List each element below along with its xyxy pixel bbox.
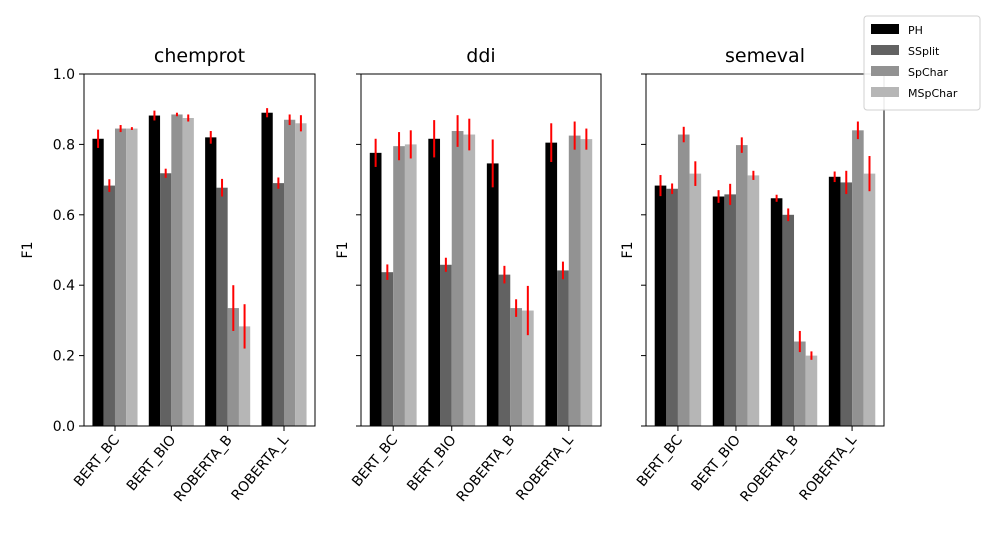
bar-semeval-BERT_BC-MSpChar xyxy=(689,173,702,426)
axes-frame-chemprot xyxy=(83,73,316,427)
ylabel-semeval: F1 xyxy=(620,242,636,259)
bar-ddi-BERT_BC-SpChar xyxy=(393,146,405,426)
bar-chemprot-BERT_BC-SSplit xyxy=(103,185,115,426)
bar-ddi-ROBERTA_L-SSplit xyxy=(557,270,569,426)
panel-title-chemprot: chemprot xyxy=(154,45,245,67)
bar-chemprot-ROBERTA_L-SSplit xyxy=(272,183,285,426)
bar-ddi-ROBERTA_L-PH xyxy=(545,142,558,426)
bar-semeval-ROBERTA_L-PH xyxy=(828,176,841,426)
x-tick-label-chemprot-ROBERTA_L: ROBERTA_L xyxy=(229,432,293,504)
bar-chemprot-BERT_BC-MSpChar xyxy=(126,128,138,426)
bar-semeval-ROBERTA_B-PH xyxy=(770,198,783,426)
bar-ddi-BERT_BC-PH xyxy=(369,152,382,426)
bar-semeval-ROBERTA_B-MSpChar xyxy=(805,355,818,426)
bar-semeval-BERT_BIO-SpChar xyxy=(735,145,748,426)
bar-semeval-ROBERTA_L-SSplit xyxy=(840,182,853,426)
y-tick-label-0: 0.0 xyxy=(53,419,75,435)
axes-frame-semeval xyxy=(645,73,885,427)
bar-ddi-BERT_BC-MSpChar xyxy=(404,144,417,426)
bar-semeval-ROBERTA_B-SSplit xyxy=(782,214,795,426)
bar-chemprot-BERT_BIO-SpChar xyxy=(171,114,183,426)
legend-label-SpChar: SpChar xyxy=(908,66,948,79)
legend-swatch-PH xyxy=(871,24,899,34)
bar-ddi-BERT_BC-SSplit xyxy=(381,272,394,426)
y-tick-label-3: 0.6 xyxy=(53,208,75,224)
x-tick-label-semeval-ROBERTA_L: ROBERTA_L xyxy=(797,432,861,504)
bar-semeval-BERT_BC-SSplit xyxy=(666,188,678,426)
x-tick-label-ddi-ROBERTA_L: ROBERTA_L xyxy=(513,432,577,504)
bar-chemprot-ROBERTA_B-MSpChar xyxy=(238,326,251,426)
y-tick-label-5: 1.0 xyxy=(53,67,75,83)
legend-label-SSplit: SSplit xyxy=(908,45,940,58)
bar-chemprot-BERT_BC-PH xyxy=(92,138,104,426)
bar-ddi-ROBERTA_B-PH xyxy=(486,163,499,426)
bar-ddi-ROBERTA_L-MSpChar xyxy=(580,139,593,426)
panel-title-semeval: semeval xyxy=(725,45,805,67)
bar-ddi-BERT_BIO-SSplit xyxy=(440,264,452,426)
bar-ddi-ROBERTA_B-SSplit xyxy=(498,274,511,426)
x-tick-label-ddi-BERT_BC: BERT_BC xyxy=(349,432,401,490)
bar-semeval-BERT_BIO-PH xyxy=(712,196,725,426)
legend-swatch-MSpChar xyxy=(871,87,899,97)
x-tick-label-ddi-ROBERTA_B: ROBERTA_B xyxy=(454,432,519,505)
bar-chemprot-ROBERTA_B-PH xyxy=(205,137,217,427)
bar-chemprot-BERT_BIO-MSpChar xyxy=(182,118,194,426)
x-tick-label-ddi-BERT_BIO: BERT_BIO xyxy=(404,432,460,494)
legend-label-PH: PH xyxy=(908,24,923,37)
y-tick-label-1: 0.2 xyxy=(53,349,75,365)
bar-ddi-BERT_BIO-PH xyxy=(428,138,441,426)
bar-semeval-ROBERTA_L-SpChar xyxy=(852,130,864,426)
y-tick-label-4: 0.8 xyxy=(53,137,75,153)
x-tick-label-chemprot-BERT_BIO: BERT_BIO xyxy=(124,432,180,494)
bar-chemprot-ROBERTA_L-SpChar xyxy=(284,119,296,426)
bar-semeval-ROBERTA_L-MSpChar xyxy=(863,173,876,426)
bar-semeval-BERT_BC-PH xyxy=(654,185,667,426)
bar-ddi-ROBERTA_L-SpChar xyxy=(568,135,581,426)
y-tick-label-2: 0.4 xyxy=(53,278,75,294)
bar-semeval-ROBERTA_B-SpChar xyxy=(794,341,806,426)
bar-semeval-BERT_BIO-MSpChar xyxy=(747,175,760,426)
ylabel-ddi: F1 xyxy=(335,242,351,259)
bar-ddi-BERT_BIO-SpChar xyxy=(451,131,464,426)
legend-swatch-SpChar xyxy=(871,66,899,76)
x-tick-label-semeval-ROBERTA_B: ROBERTA_B xyxy=(737,432,802,505)
legend-label-MSpChar: MSpChar xyxy=(908,87,958,100)
bar-chemprot-ROBERTA_L-MSpChar xyxy=(295,123,307,426)
ylabel-chemprot: F1 xyxy=(20,242,36,259)
bar-semeval-BERT_BC-SpChar xyxy=(677,134,690,427)
bar-chemprot-BERT_BC-SpChar xyxy=(114,128,127,426)
legend: PH SSplit SpChar MSpChar xyxy=(863,15,981,111)
bar-semeval-BERT_BIO-SSplit xyxy=(724,194,736,426)
legend-swatch-SSplit xyxy=(871,45,899,55)
x-tick-label-chemprot-ROBERTA_B: ROBERTA_B xyxy=(171,432,236,505)
bar-chemprot-BERT_BIO-PH xyxy=(148,115,161,426)
bar-chemprot-BERT_BIO-SSplit xyxy=(160,173,172,426)
bar-chemprot-ROBERTA_B-SpChar xyxy=(227,308,239,426)
bar-chemprot-ROBERTA_L-PH xyxy=(261,112,273,426)
panel-title-ddi: ddi xyxy=(466,45,495,67)
bar-ddi-ROBERTA_B-MSpChar xyxy=(521,310,534,426)
axes-frame-ddi xyxy=(360,73,602,427)
legend-frame xyxy=(863,15,981,111)
x-tick-label-semeval-BERT_BIO: BERT_BIO xyxy=(688,432,744,494)
bar-ddi-ROBERTA_B-SpChar xyxy=(510,308,522,426)
bar-ddi-BERT_BIO-MSpChar xyxy=(463,134,476,427)
x-tick-label-chemprot-BERT_BC: BERT_BC xyxy=(71,432,123,490)
bar-chemprot-ROBERTA_B-SSplit xyxy=(216,187,228,426)
x-tick-label-semeval-BERT_BC: BERT_BC xyxy=(634,432,686,490)
